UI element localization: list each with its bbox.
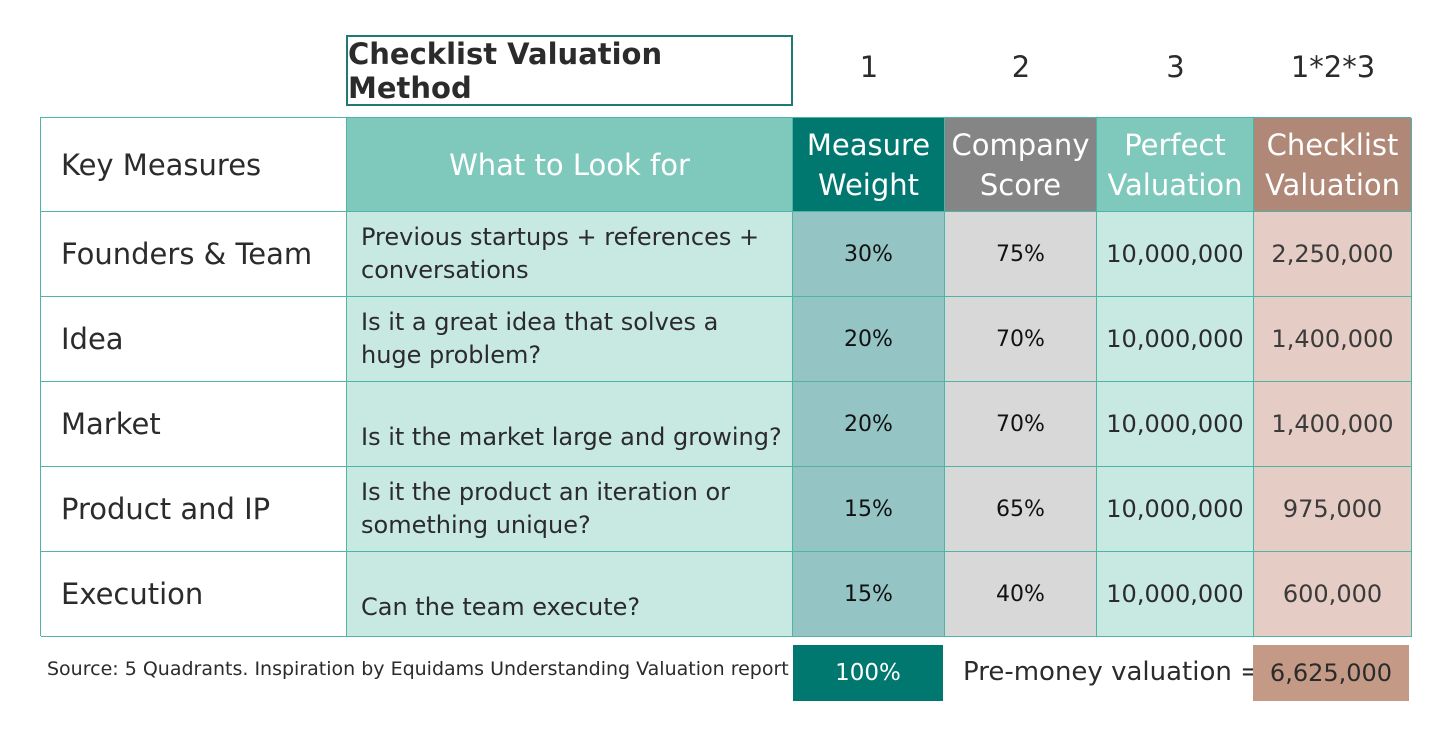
row-score-execution: 40%	[945, 552, 1097, 637]
header-company-score: Company Score	[945, 118, 1097, 212]
column-number-1: 1	[859, 50, 879, 84]
row-weight-founders-team: 30%	[793, 212, 945, 297]
row-weight-idea: 20%	[793, 297, 945, 382]
row-measure-product-ip: Product and IP	[41, 467, 347, 552]
row-measure-execution: Execution	[41, 552, 347, 637]
premoney-label: Pre-money valuation =	[963, 657, 1262, 687]
table-title: Checklist Valuation Method	[346, 35, 793, 106]
header-checklist-valuation-line1: Checklist	[1266, 127, 1399, 162]
row-look-for-execution: Can the team execute?	[347, 552, 793, 637]
header-measure-weight-line2: Weight	[817, 167, 920, 202]
row-score-idea: 70%	[945, 297, 1097, 382]
row-look-for-market: Is it the market large and growing?	[347, 382, 793, 467]
valuation-table: Key Measures What to Look for Measure Wei…	[40, 117, 1412, 637]
header-company-score-line2: Score	[979, 167, 1062, 202]
row-perfect-execution: 10,000,000	[1097, 552, 1254, 637]
row-score-founders-team: 75%	[945, 212, 1097, 297]
source-note: Source: 5 Quadrants. Inspiration by Equi…	[47, 658, 789, 680]
row-valuation-idea: 1,400,000	[1254, 297, 1412, 382]
row-perfect-product-ip: 10,000,000	[1097, 467, 1254, 552]
row-look-for-founders-team: Previous startups + references + convers…	[347, 212, 793, 297]
header-perfect-valuation-line1: Perfect	[1124, 127, 1226, 162]
row-score-market: 70%	[945, 382, 1097, 467]
column-number-2: 2	[1011, 50, 1031, 84]
row-weight-execution: 15%	[793, 552, 945, 637]
row-valuation-execution: 600,000	[1254, 552, 1412, 637]
header-measure-weight-line1: Measure	[806, 127, 931, 162]
header-perfect-valuation: Perfect Valuation	[1097, 118, 1254, 212]
header-what-to-look-for: What to Look for	[347, 118, 793, 212]
column-number-product: 1*2*3	[1290, 50, 1376, 84]
header-checklist-valuation-line2: Valuation	[1264, 167, 1401, 202]
column-number-3: 3	[1166, 50, 1185, 84]
row-look-for-product-ip: Is it the product an iteration or someth…	[347, 467, 793, 552]
header-company-score-line1: Company	[951, 127, 1090, 162]
row-valuation-product-ip: 975,000	[1254, 467, 1412, 552]
header-measure-weight: Measure Weight	[793, 118, 945, 212]
row-valuation-market: 1,400,000	[1254, 382, 1412, 467]
premoney-value: 6,625,000	[1253, 645, 1409, 701]
row-valuation-founders-team: 2,250,000	[1254, 212, 1412, 297]
row-look-for-idea: Is it a great idea that solves a huge pr…	[347, 297, 793, 382]
header-checklist-valuation: Checklist Valuation	[1254, 118, 1412, 212]
header-perfect-valuation-line2: Valuation	[1107, 167, 1243, 202]
row-perfect-founders-team: 10,000,000	[1097, 212, 1254, 297]
total-weight: 100%	[793, 645, 943, 701]
row-measure-founders-team: Founders & Team	[41, 212, 347, 297]
header-key-measures: Key Measures	[41, 118, 347, 212]
row-weight-market: 20%	[793, 382, 945, 467]
row-score-product-ip: 65%	[945, 467, 1097, 552]
row-measure-market: Market	[41, 382, 347, 467]
row-measure-idea: Idea	[41, 297, 347, 382]
row-weight-product-ip: 15%	[793, 467, 945, 552]
row-perfect-market: 10,000,000	[1097, 382, 1254, 467]
row-perfect-idea: 10,000,000	[1097, 297, 1254, 382]
